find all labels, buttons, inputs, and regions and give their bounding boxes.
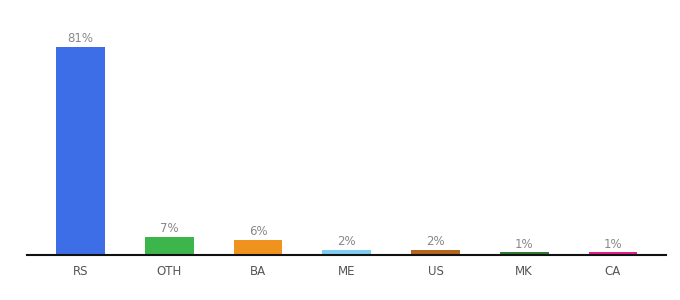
Bar (589, 252, 637, 255)
Text: 1%: 1% (604, 238, 622, 250)
Bar (56, 47, 105, 255)
Text: 7%: 7% (160, 222, 179, 235)
Text: 2%: 2% (426, 235, 445, 248)
Text: 1%: 1% (515, 238, 534, 250)
Bar (500, 252, 549, 255)
Bar (145, 237, 194, 255)
Text: 6%: 6% (249, 225, 267, 238)
Bar (322, 250, 371, 255)
Text: 81%: 81% (67, 32, 94, 45)
Text: 2%: 2% (337, 235, 356, 248)
Bar (411, 250, 460, 255)
Bar (234, 240, 282, 255)
